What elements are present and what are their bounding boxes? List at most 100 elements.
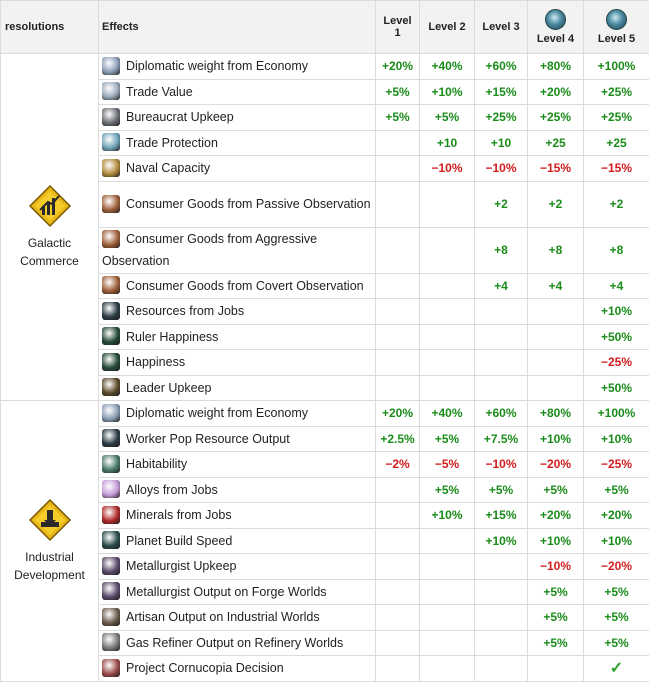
effect-label[interactable]: Alloys from Jobs: [126, 482, 218, 497]
level3-value: [474, 374, 528, 401]
level1-value: [375, 349, 420, 376]
level4-value: +10%: [527, 425, 584, 452]
level1-value: [375, 155, 420, 182]
minerals-icon: [102, 505, 120, 524]
resolution-name[interactable]: Galactic Commerce: [20, 236, 79, 268]
consumer-goods-icon: [102, 194, 120, 213]
level4-value: [527, 349, 584, 376]
level4-value: [527, 298, 584, 325]
alloys-icon: [102, 480, 120, 499]
effect-label[interactable]: Leader Upkeep: [126, 380, 212, 395]
level1-value: [375, 629, 420, 656]
level5-value: +10%: [583, 527, 649, 554]
effect-cell: Consumer Goods from Covert Observation: [98, 272, 376, 299]
level4-icon: [545, 9, 566, 30]
header-level3-label: Level 3: [482, 21, 520, 33]
resolution-cell: Galactic Commerce: [0, 53, 99, 401]
header-level3[interactable]: Level 3: [474, 0, 528, 54]
effect-label[interactable]: Diplomatic weight from Economy: [126, 406, 309, 421]
effect-label[interactable]: Consumer Goods from Aggressive Observati…: [102, 232, 318, 268]
effect-cell: Planet Build Speed: [98, 527, 376, 554]
header-level4[interactable]: Level 4: [527, 0, 584, 54]
table-row: Consumer Goods from Passive Observation +…: [1, 180, 649, 228]
effect-label[interactable]: Planet Build Speed: [126, 533, 233, 548]
effect-label[interactable]: Trade Value: [126, 84, 193, 99]
level3-value: +2: [474, 180, 528, 228]
level2-value: [419, 180, 475, 228]
level1-value: [375, 578, 420, 605]
effect-label[interactable]: Metallurgist Output on Forge Worlds: [126, 584, 327, 599]
level4-value: +5%: [527, 476, 584, 503]
level5-value: −20%: [583, 553, 649, 580]
level1-value: [375, 323, 420, 350]
level3-value: [474, 298, 528, 325]
effect-label[interactable]: Happiness: [126, 355, 186, 370]
effect-cell: Alloys from Jobs: [98, 476, 376, 503]
effect-label[interactable]: Gas Refiner Output on Refinery Worlds: [126, 635, 344, 650]
header-effects[interactable]: Effects: [98, 0, 376, 54]
header-resolutions[interactable]: resolutions: [0, 0, 99, 54]
effect-label[interactable]: Naval Capacity: [126, 161, 211, 176]
level4-value: +25: [527, 129, 584, 156]
checkmark-icon: ✓: [609, 660, 624, 678]
level1-value: +20%: [375, 53, 420, 80]
table-row: Naval Capacity −10% −10% −15% −15%: [1, 155, 649, 182]
level3-value: [474, 655, 528, 682]
gas-refiner-icon: [102, 633, 120, 652]
level1-value: [375, 180, 420, 228]
effect-cell: Happiness: [98, 349, 376, 376]
level3-value: +10: [474, 129, 528, 156]
level1-value: +2.5%: [375, 425, 420, 452]
level3-value: [474, 604, 528, 631]
level5-value: +100%: [583, 53, 649, 80]
effect-label[interactable]: Worker Pop Resource Output: [126, 431, 290, 446]
level1-value: [375, 298, 420, 325]
table-row: Galactic Commerce Diplomatic weight from …: [0, 53, 649, 401]
level2-value: +10: [419, 129, 475, 156]
effect-cell: Leader Upkeep: [98, 374, 376, 401]
level2-value: [419, 578, 475, 605]
effect-label[interactable]: Diplomatic weight from Economy: [126, 59, 309, 74]
level1-value: [375, 604, 420, 631]
level3-value: −10%: [474, 155, 528, 182]
effect-label[interactable]: Bureaucrat Upkeep: [126, 110, 234, 125]
resolution-name[interactable]: Industrial Development: [14, 549, 85, 582]
galactic-commerce-icon: [28, 184, 72, 228]
table-row: Consumer Goods from Covert Observation +4…: [1, 272, 649, 299]
level5-value: +10%: [583, 298, 649, 325]
level4-value: +5%: [527, 629, 584, 656]
level2-value: −10%: [419, 155, 475, 182]
level3-value: [474, 553, 528, 580]
effect-label[interactable]: Minerals from Jobs: [126, 508, 232, 523]
table-row: Worker Pop Resource Output +2.5% +5% +7.5% +…: [1, 425, 649, 452]
level5-value: +5%: [583, 476, 649, 503]
level5-icon: [606, 9, 627, 30]
level3-value: +10%: [474, 527, 528, 554]
level2-value: [419, 226, 475, 274]
table-row: Bureaucrat Upkeep +5% +5% +25% +25% +25%: [1, 104, 649, 131]
effect-label[interactable]: Ruler Happiness: [126, 329, 219, 344]
level1-value: [375, 655, 420, 682]
worker-pop-icon: [102, 429, 120, 448]
level4-value: +25%: [527, 104, 584, 131]
effect-label[interactable]: Habitability: [126, 457, 188, 472]
effect-label[interactable]: Resources from Jobs: [126, 304, 245, 319]
effect-cell: Trade Protection: [98, 129, 376, 156]
effect-label[interactable]: Consumer Goods from Passive Observation: [126, 197, 371, 211]
effect-label[interactable]: Metallurgist Upkeep: [126, 559, 237, 574]
table-row: Consumer Goods from Aggressive Observati…: [1, 226, 649, 274]
habitability-icon: [102, 454, 120, 473]
effect-label[interactable]: Project Cornucopia Decision: [126, 661, 284, 676]
effect-label[interactable]: Consumer Goods from Covert Observation: [126, 278, 364, 293]
effect-cell: Worker Pop Resource Output: [98, 425, 376, 452]
effect-label[interactable]: Trade Protection: [126, 135, 218, 150]
header-level5[interactable]: Level 5: [583, 0, 649, 54]
metallurgist-icon: [102, 556, 120, 575]
header-level5-label: Level 5: [597, 33, 636, 45]
effect-label[interactable]: Artisan Output on Industrial Worlds: [126, 610, 320, 625]
level3-value: +7.5%: [474, 425, 528, 452]
header-level2[interactable]: Level 2: [419, 0, 475, 54]
level5-value: −25%: [583, 349, 649, 376]
header-row: resolutions Effects Level 1 Level 2 Leve…: [0, 0, 649, 54]
header-level1[interactable]: Level 1: [375, 0, 420, 54]
